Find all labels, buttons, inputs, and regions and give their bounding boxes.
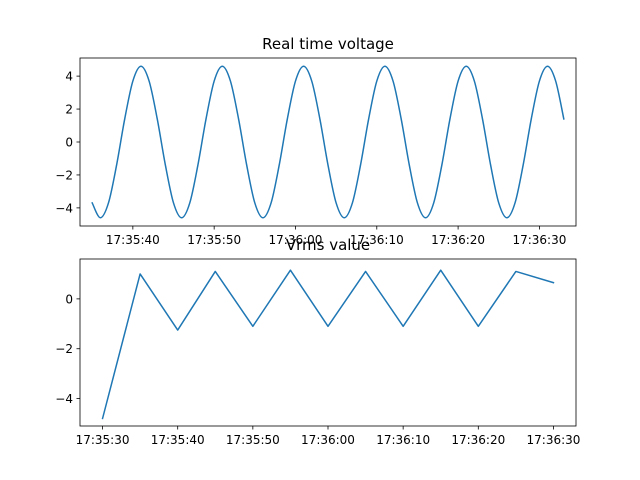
vrms-y-tick-label: −4: [55, 392, 73, 406]
vrms-series-line: [101, 269, 555, 420]
vrms-chart-ticks: 17:35:30 17:35:40 17:35:50 17:36:00 17:36:10…: [55, 292, 580, 447]
voltage-x-tick-label: 17:35:50: [187, 233, 241, 247]
vrms-chart-title: Vrms value: [286, 236, 370, 254]
voltage-y-tick-label: 2: [65, 103, 73, 117]
voltage-chart-title: Real time voltage: [262, 35, 394, 53]
vrms-x-tick-label: 17:36:10: [376, 433, 430, 447]
vrms-x-tick-label: 17:35:50: [226, 433, 280, 447]
vrms-x-tick-label: 17:35:40: [151, 433, 205, 447]
vrms-x-tick-label: 17:36:30: [527, 433, 581, 447]
voltage-chart-ticks: 17:35:40 17:35:50 17:36:00 17:36:10 17:36:20…: [55, 70, 566, 247]
voltage-series-line: [91, 65, 565, 219]
voltage-x-tick-label: 17:36:20: [431, 233, 485, 247]
vrms-x-tick-label: 17:35:30: [76, 433, 130, 447]
voltage-x-tick-label: 17:36:10: [350, 233, 404, 247]
vrms-x-tick-label: 17:36:20: [451, 433, 505, 447]
voltage-chart: Real time voltage 17:35:40 17:35:50 17:36:…: [55, 35, 577, 247]
voltage-chart-axes-frame: [79, 57, 577, 227]
vrms-y-tick-label: 0: [65, 292, 73, 306]
voltage-x-tick-label: 17:36:30: [512, 233, 566, 247]
vrms-y-tick-label: −2: [55, 342, 73, 356]
vrms-chart-axes-frame: [79, 258, 577, 427]
voltage-x-tick-label: 17:36:00: [269, 233, 323, 247]
voltage-y-tick-label: −4: [55, 201, 73, 215]
vrms-chart: Vrms value 17:35:30 17:35:40 17:35:50 17:36…: [55, 236, 580, 447]
voltage-y-tick-label: 0: [65, 136, 73, 150]
voltage-y-tick-label: 4: [65, 70, 73, 84]
voltage-x-tick-label: 17:35:40: [106, 233, 160, 247]
voltage-y-tick-label: −2: [55, 168, 73, 182]
vrms-x-tick-label: 17:36:00: [301, 433, 355, 447]
